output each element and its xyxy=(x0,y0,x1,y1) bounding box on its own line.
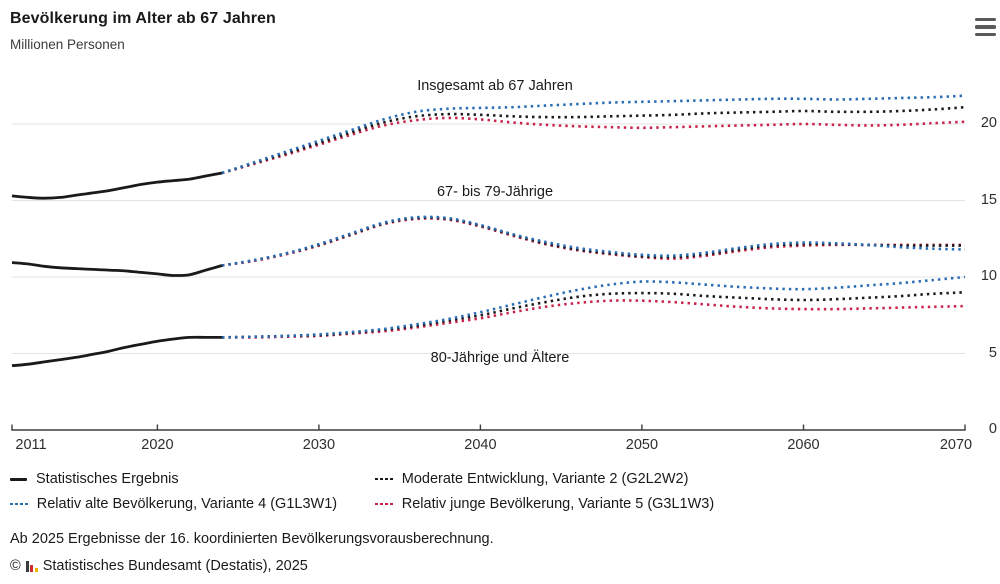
dotted-line-swatch xyxy=(10,502,28,506)
series-6779-variante4 xyxy=(221,215,966,267)
series-80plus-variante5 xyxy=(221,299,966,339)
x-tick-label: 2011 xyxy=(15,437,47,453)
dotted-line-swatch xyxy=(375,502,393,506)
group-label-total-67plus: Insgesamt ab 67 Jahren xyxy=(417,78,573,94)
group-label-67-to-79: 67- bis 79-Jährige xyxy=(436,184,554,200)
series-6779-variante5 xyxy=(221,217,965,267)
x-tick-label: 2020 xyxy=(141,437,174,453)
x-tick-label: 2050 xyxy=(625,437,659,453)
copyright-symbol: © xyxy=(10,558,21,574)
series-total-variante4 xyxy=(221,94,966,175)
legend-label: Moderate Entwicklung, Variante 2 (G2L2W2… xyxy=(401,471,689,487)
legend-item-statistisches-ergebnis: Statistisches Ergebnis xyxy=(10,471,375,487)
menu-bar xyxy=(975,32,996,36)
menu-bar xyxy=(975,25,996,29)
series-total-statistisch xyxy=(11,171,223,200)
series-80plus-statistisch xyxy=(11,335,222,368)
series-6779-statistisch xyxy=(11,261,223,277)
copyright-text: Statistisches Bundesamt (Destatis), 2025 xyxy=(42,558,308,574)
group-label-80plus: 80-Jährige und Ältere xyxy=(430,350,570,366)
legend-item-variante-2: Moderate Entwicklung, Variante 2 (G2L2W2… xyxy=(375,471,995,487)
y-tick-label: 15 xyxy=(980,191,997,208)
series-80plus-variante2 xyxy=(221,291,966,339)
series-6779-variante2 xyxy=(221,216,965,267)
legend-label: Relativ alte Bevölkerung, Variante 4 (G1… xyxy=(36,496,338,512)
dotted-line-swatch xyxy=(375,477,393,481)
y-tick-label: 5 xyxy=(988,344,997,361)
series-total-variante2 xyxy=(221,105,966,175)
x-tick-label: 2070 xyxy=(939,437,973,453)
chart-title: Bevölkerung im Alter ab 67 Jahren xyxy=(10,10,276,27)
copyright: © Statistisches Bundesamt (Destatis), 20… xyxy=(10,558,308,574)
x-tick-label: 2030 xyxy=(302,437,336,453)
line-chart-canvas xyxy=(11,94,966,431)
series-80plus-variante4 xyxy=(221,275,966,339)
solid-line-swatch xyxy=(10,477,27,481)
x-tick-label: 2060 xyxy=(787,437,820,453)
series-total-variante5 xyxy=(221,116,966,175)
y-tick-label: 0 xyxy=(988,421,997,437)
menu-bar xyxy=(975,18,996,22)
chart-unit-label: Millionen Personen xyxy=(10,37,125,52)
y-tick-label: 20 xyxy=(980,115,997,131)
hamburger-menu-icon[interactable] xyxy=(975,18,996,36)
legend-item-variante-5: Relativ junge Bevölkerung, Variante 5 (G… xyxy=(375,496,995,512)
y-tick-label: 10 xyxy=(980,268,997,284)
legend-item-variante-4: Relativ alte Bevölkerung, Variante 4 (G1… xyxy=(10,496,375,512)
legend-label: Relativ junge Bevölkerung, Variante 5 (G… xyxy=(401,496,715,512)
x-tick-label: 2040 xyxy=(464,437,497,453)
footnote: Ab 2025 Ergebnisse der 16. koordinierten… xyxy=(10,531,494,547)
legend-label: Statistisches Ergebnis xyxy=(36,471,179,487)
legend: Statistisches Ergebnis Moderate Entwickl… xyxy=(10,471,995,512)
destatis-logo-icon xyxy=(25,559,38,573)
